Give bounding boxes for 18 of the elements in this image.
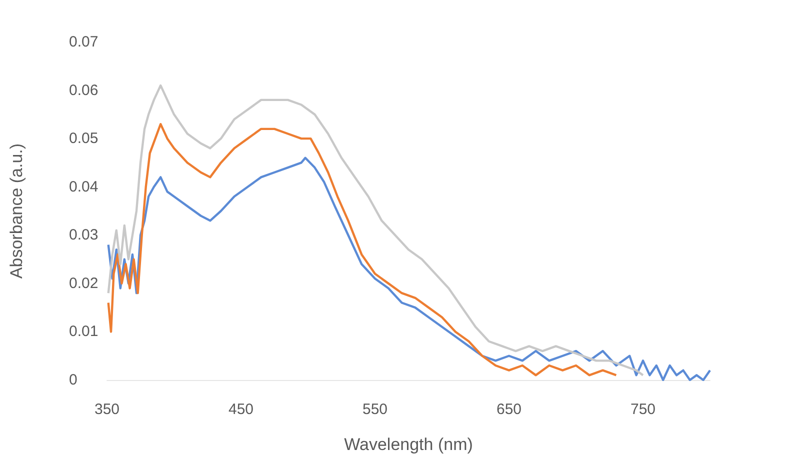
line-series — [107, 122, 618, 376]
line-series — [107, 84, 644, 376]
x-axis-title: Wavelength (nm) — [344, 435, 473, 454]
x-tick-label: 650 — [496, 401, 522, 418]
y-tick-label: 0.02 — [69, 274, 98, 292]
y-tick-label: 0.04 — [69, 178, 98, 196]
y-tick-label: 0.03 — [69, 226, 98, 244]
x-tick-label: 350 — [94, 401, 120, 418]
y-tick-label: 0.01 — [69, 323, 98, 340]
y-tick-label: 0.05 — [69, 130, 98, 148]
y-tick-label: 0 — [69, 372, 78, 388]
x-tick-label: 550 — [362, 401, 388, 418]
y-axis-title: Absorbance (a.u.) — [7, 143, 26, 279]
line-series — [107, 156, 712, 382]
x-tick-label: 750 — [630, 401, 656, 418]
y-tick-label: 0.07 — [69, 34, 98, 50]
x-tick-label: 450 — [228, 401, 254, 418]
y-tick-label: 0.06 — [69, 82, 98, 99]
